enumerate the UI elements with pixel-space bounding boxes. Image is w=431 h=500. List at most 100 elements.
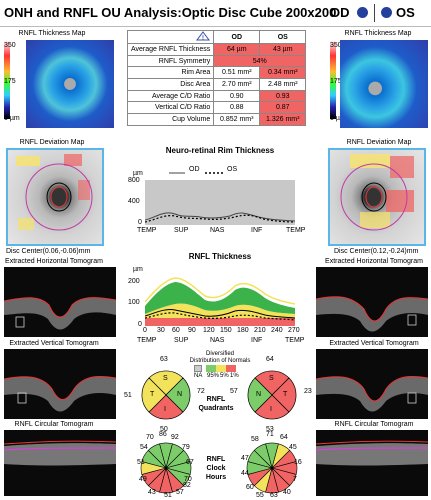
od-quadrant-n: N	[177, 391, 183, 398]
od-vertical-svg	[4, 375, 116, 412]
os-quadrant-top-value: 64	[266, 356, 274, 363]
os-circular-tomogram	[316, 430, 428, 496]
od-quadrant-i: I	[164, 406, 166, 413]
os-clock-value: 16	[294, 459, 302, 466]
rnfl-ytick: 0	[138, 321, 142, 328]
os-clock-value: 71	[266, 431, 274, 438]
row-od-value: 0.90	[213, 89, 261, 103]
os-colorbar-mid: 175	[330, 78, 342, 85]
os-horizontal-tomogram	[316, 267, 428, 337]
od-horizontal-tomogram	[4, 267, 116, 337]
quadrants-title: RNFL	[206, 396, 226, 403]
os-clock-value: 64	[280, 434, 288, 441]
od-vertical-title: Extracted Vertical Tomogram	[9, 340, 99, 347]
od-clock-value: 92	[171, 434, 179, 441]
legend-label-5: 5%	[220, 373, 229, 379]
rim-chart-svg	[144, 212, 296, 223]
rnfl-xtick: 0	[143, 327, 147, 334]
od-clock-value: 51	[137, 459, 145, 466]
table-corner: !	[126, 30, 215, 44]
rnfl-xtick: 270	[288, 327, 300, 334]
os-quadrant-left-value: 57	[230, 388, 238, 395]
row-od-value: 0.852 mm³	[213, 113, 261, 126]
od-horizontal-title: Extracted Horizontal Tomogram	[5, 258, 103, 265]
rnfl-x-ticks: 0 30 60 90 120 150 180 210 240 270	[143, 327, 303, 336]
row-name: Rim Area	[126, 66, 215, 80]
legend-red-swatch	[226, 365, 236, 372]
rnfl-chart-svg	[144, 277, 296, 326]
legend-na-swatch	[194, 365, 202, 372]
table-row: Vertical C/D Ratio 0.88 0.87	[126, 101, 307, 115]
od-clock-value: 82	[183, 482, 191, 489]
rnfl-xtick-bottom: NAS	[210, 337, 225, 344]
os-deviation-map-title: RNFL Deviation Map	[346, 139, 412, 146]
rnfl-ytick: 200	[128, 278, 140, 285]
legend-title: Diversified	[205, 351, 234, 357]
rim-legend-os: OS	[227, 166, 238, 173]
rnfl-xtick: 120	[203, 327, 215, 334]
od-clock-value: 70	[184, 476, 192, 483]
rim-xtick: TEMP	[137, 227, 157, 234]
table-header-od: OD	[213, 30, 261, 44]
row-os-value: 2.48 mm²	[259, 78, 307, 91]
row-od-value: 0.51 mm²	[213, 66, 261, 80]
os-deviation-map	[328, 148, 426, 246]
os-circular-svg	[316, 440, 428, 466]
clock-label: RNFL Clock Hours	[196, 455, 236, 482]
table-row: Average C/D Ratio 0.90 0.93	[126, 89, 307, 103]
rnfl-xtick: 180	[237, 327, 249, 334]
svg-text:!: !	[202, 36, 204, 42]
od-quadrant-svg	[141, 370, 191, 420]
rim-legend-od: OD	[189, 166, 200, 173]
rnfl-xtick: 210	[254, 327, 266, 334]
report-title: ONH and RNFL OU Analysis:Optic Disc Cube…	[4, 5, 337, 20]
os-vertical-title: Extracted Vertical Tomogram	[329, 340, 419, 347]
os-quadrant-bottom-value: 53	[266, 426, 274, 433]
legend-label-95: 95%	[207, 373, 220, 379]
clock-line3: Hours	[205, 474, 227, 481]
row-os-value: 43 µm	[259, 43, 307, 56]
legend-na: NA	[194, 373, 203, 379]
od-circular-tomogram	[4, 430, 116, 496]
legend-label-1: 1%	[230, 373, 239, 379]
os-quadrant-chart: S N T I	[242, 365, 302, 425]
row-symmetry-value: 54%	[213, 54, 307, 68]
od-disc-center: Disc Center(0.06,-0.06)mm	[6, 248, 91, 255]
table-row: Rim Area 0.51 mm² 0.34 mm²	[126, 66, 307, 80]
os-clock-value: 40	[283, 489, 291, 496]
od-clock-value: 86	[159, 431, 167, 438]
od-colorbar	[4, 40, 10, 119]
os-clock-value: 60	[246, 484, 254, 491]
rim-xtick: INF	[251, 227, 263, 234]
os-quadrant-s: S	[269, 375, 274, 382]
os-colorbar-top: 350	[330, 42, 342, 49]
header-separator	[374, 4, 375, 22]
table-row: Average RNFL Thickness 64 µm 43 µm	[126, 43, 307, 56]
rim-chart-area	[144, 180, 296, 225]
od-quadrant-left-value: 51	[124, 392, 132, 399]
rnfl-xtick-bottom: TEMP	[137, 337, 157, 344]
warning-icon: !	[196, 31, 211, 42]
os-clock-chart	[242, 438, 302, 498]
clock-segment	[253, 443, 273, 470]
os-vertical-tomogram	[316, 349, 428, 419]
od-clock-value: 49	[139, 476, 147, 483]
od-clock-value: 54	[140, 444, 148, 451]
row-name: Cup Volume	[126, 113, 215, 126]
od-quadrant-right-value: 72	[197, 388, 205, 395]
rnfl-chart-title: RNFL Thickness	[188, 252, 252, 261]
rim-xtick: SUP	[174, 227, 189, 234]
od-clock-value: 57	[176, 489, 184, 496]
od-thickness-map	[26, 40, 114, 128]
row-os-value: 0.34 mm²	[259, 66, 307, 80]
rim-xtick: TEMP	[286, 227, 306, 234]
os-clock-svg	[246, 442, 298, 494]
rnfl-xtick: 240	[271, 327, 283, 334]
row-os-value: 1.326 mm³	[259, 113, 307, 126]
od-quadrant-bottom-value: 50	[160, 426, 168, 433]
od-deviation-map	[6, 148, 104, 246]
rnfl-xtick: 60	[172, 327, 180, 334]
od-clock-svg	[140, 442, 192, 494]
rnfl-xtick: 150	[220, 327, 232, 334]
os-quadrant-i: I	[270, 406, 272, 413]
